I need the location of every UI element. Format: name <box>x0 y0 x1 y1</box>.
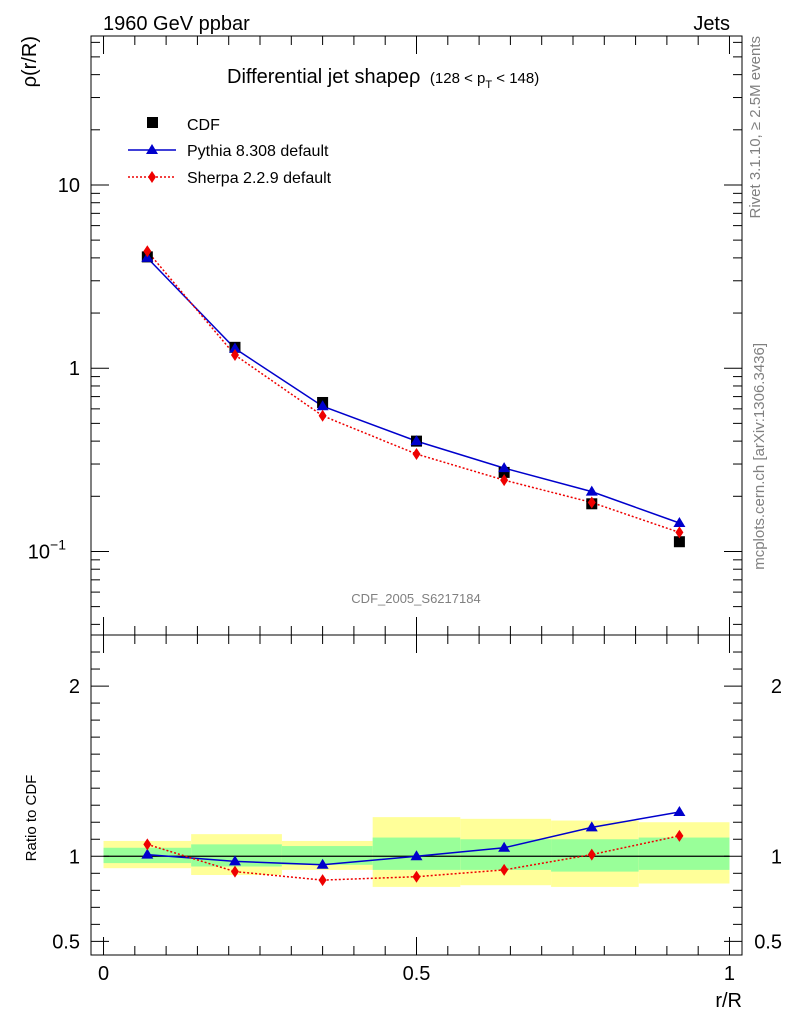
ratio-band-green <box>191 844 282 867</box>
main-point-pythia <box>228 342 241 353</box>
ratio-ytick-label-left: 1 <box>69 846 80 868</box>
ratio-xtick-label: 1 <box>724 963 735 985</box>
main-panel-markers <box>141 245 686 548</box>
main-line-diamond <box>146 250 680 534</box>
main-point-pythia <box>498 462 511 473</box>
ratio-ytick-label-left: 2 <box>69 676 80 698</box>
main-point-cdf <box>673 536 685 548</box>
ratio-xtick-label: 0 <box>98 963 109 985</box>
main-point-sherpa <box>318 409 327 422</box>
main-ylabel: ρ(r/R) <box>19 36 41 87</box>
chart-title-suffix: (128 < p <box>430 70 485 87</box>
main-point-sherpa <box>587 496 596 509</box>
main-line-triangle <box>146 257 680 524</box>
ratio-point-pythia <box>228 855 241 866</box>
chart-title: Differential jet shapeρ (128 < pT < 148) <box>227 66 539 91</box>
header-left: 1960 GeV ppbar <box>103 13 250 35</box>
main-point-pythia <box>585 485 598 496</box>
ratio-point-pythia <box>410 850 423 861</box>
ratio-point-sherpa <box>412 870 421 883</box>
chart-title-main: Differential jet shapeρ <box>227 66 420 88</box>
main-point-pythia <box>673 516 686 527</box>
ratio-band-green <box>460 839 552 870</box>
legend-label-sherpa: Sherpa 2.2.9 default <box>187 170 332 187</box>
main-ytick-label: 10−1 <box>28 536 66 563</box>
main-point-pythia <box>410 435 423 446</box>
ratio-panel-axes: 2 2 1 1 0.5 0.5 0 0.5 1 <box>52 634 782 985</box>
main-point-sherpa <box>675 526 684 539</box>
legend-marker-pythia <box>146 144 158 154</box>
ratio-xtick-label: 0.5 <box>403 963 431 985</box>
legend: CDF Pythia 8.308 default Sherpa 2.2.9 de… <box>128 117 332 187</box>
main-panel-axes: 10 1 10−1 <box>28 35 743 636</box>
legend-marker-sherpa <box>148 171 156 183</box>
main-point-pythia <box>316 400 329 411</box>
chart-title-sub: T <box>485 79 492 91</box>
ratio-point-sherpa <box>318 874 327 887</box>
ratio-point-sherpa <box>675 829 684 842</box>
ratio-ytick-label-right: 1 <box>771 846 782 868</box>
watermark-label: CDF_2005_S6217184 <box>351 591 480 606</box>
main-point-sherpa <box>412 448 421 461</box>
ratio-band-green <box>281 846 373 865</box>
main-ytick-label: 10 <box>58 175 80 197</box>
ratio-point-sherpa <box>230 865 239 878</box>
main-ytick-label: 1 <box>69 358 80 380</box>
rivet-label: Rivet 3.1.10, ≥ 2.5M events <box>747 36 764 219</box>
legend-marker-cdf <box>147 117 158 128</box>
ratio-point-sherpa <box>143 838 152 851</box>
main-point-sherpa <box>230 349 239 362</box>
ratio-panel-markers <box>141 806 686 887</box>
ratio-point-pythia <box>316 858 329 869</box>
main-point-cdf <box>498 466 510 478</box>
legend-label-cdf: CDF <box>187 117 220 134</box>
ratio-point-sherpa <box>587 848 596 861</box>
main-point-sherpa <box>500 474 509 487</box>
ratio-point-pythia <box>498 841 511 852</box>
ratio-ylabel: Ratio to CDF <box>23 775 40 862</box>
ratio-point-pythia <box>141 848 154 859</box>
ratio-point-sherpa <box>500 863 509 876</box>
ratio-ytick-label-right: 2 <box>771 676 782 698</box>
main-panel-series-lines <box>146 250 680 534</box>
ratio-point-pythia <box>585 821 598 832</box>
ratio-frame <box>90 634 743 956</box>
main-point-sherpa <box>143 245 152 258</box>
header-right: Jets <box>693 13 730 35</box>
ratio-panel-bands <box>103 817 730 887</box>
ratio-point-pythia <box>673 806 686 817</box>
ratio-xlabel: r/R <box>715 990 742 1012</box>
ratio-ytick-label-left: 0.5 <box>52 931 80 953</box>
ratio-ytick-label-right: 0.5 <box>754 931 782 953</box>
mcplots-label: mcplots.cern.ch [arXiv:1306.3436] <box>751 343 768 570</box>
legend-label-pythia: Pythia 8.308 default <box>187 143 329 160</box>
chart-title-end: < 148) <box>492 70 539 87</box>
ratio-band-green <box>638 837 730 870</box>
